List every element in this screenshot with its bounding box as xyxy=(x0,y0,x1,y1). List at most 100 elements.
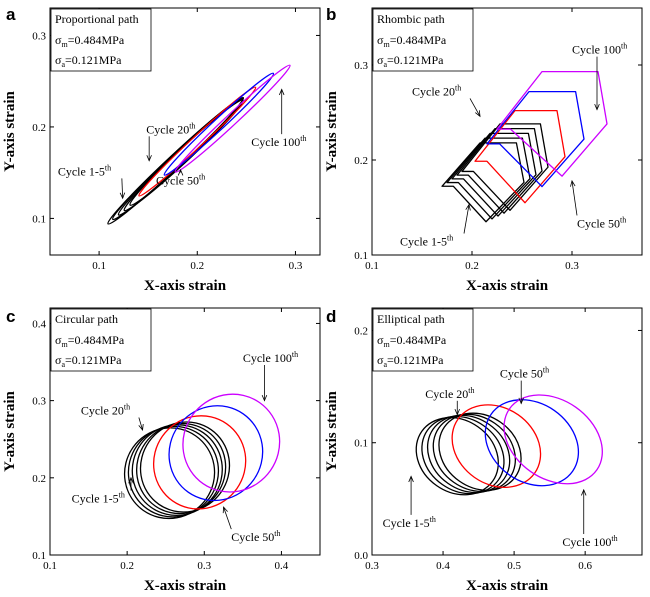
x-tick-label: 0.2 xyxy=(190,260,204,272)
path-name: Circular path xyxy=(55,312,118,326)
series-3-loop-1 xyxy=(168,405,264,502)
annotation-4: Cycle 100th xyxy=(562,534,617,549)
panel-a: a 0.1 0.2 0.3 0.1 0.2 0.3 X-axis strain Y-axis s… xyxy=(2,5,321,294)
plot-area xyxy=(107,64,291,225)
series-2-loop-1 xyxy=(152,415,247,510)
y-tick-label: 0.2 xyxy=(32,122,46,134)
series-1-loop-2 xyxy=(127,425,220,518)
annotation-3: Cycle 50th xyxy=(500,366,549,381)
series-4-loop-1 xyxy=(182,393,281,493)
series-2-loop-1 xyxy=(138,86,257,197)
annotation-arrowhead xyxy=(177,168,184,176)
sigma-m: σm=0.484MPa xyxy=(377,333,447,349)
annotation-4: Cycle 100th xyxy=(243,350,298,365)
y-tick-label: 0.4 xyxy=(32,318,46,330)
annotation-3: Cycle 50th xyxy=(231,529,280,544)
series-2-loop-1 xyxy=(451,404,542,488)
panel-c: c 0.1 0.2 0.3 0.4 0.1 0.2 0.3 0.4 X-axis strain Y-… xyxy=(2,307,321,594)
x-tick-label: 0.1 xyxy=(365,260,379,272)
series-1-loop-1 xyxy=(107,96,245,225)
annotation-1: Cycle 1-5th xyxy=(72,491,125,506)
plot-frame xyxy=(371,7,643,256)
annotation-arrowhead xyxy=(138,423,144,431)
y-tick-label: 0.3 xyxy=(32,30,46,42)
plot-area xyxy=(415,394,603,496)
path-name: Rhombic path xyxy=(377,12,445,26)
annotation-arrowhead xyxy=(454,408,460,416)
path-name: Elliptical path xyxy=(377,312,445,326)
x-axis-label: X-axis strain xyxy=(144,578,227,594)
x-tick-label: 0.1 xyxy=(43,560,57,572)
x-tick-label: 0.2 xyxy=(465,260,479,272)
panel-letter: d xyxy=(326,307,336,326)
annotation-3: Cycle 50th xyxy=(156,173,205,188)
panel-letter: a xyxy=(6,5,16,24)
y-axis-label: Y-axis strain xyxy=(2,390,18,471)
y-tick-label: 0.0 xyxy=(354,550,368,562)
series-1-loop-1 xyxy=(441,142,525,223)
x-tick-label: 0.1 xyxy=(92,260,106,272)
plot-frame xyxy=(371,307,643,556)
annotation-arrowhead xyxy=(146,155,152,162)
x-tick-label: 0.6 xyxy=(578,560,592,572)
annotation-arrowhead xyxy=(594,103,600,111)
sigma-m: σm=0.484MPa xyxy=(55,33,125,49)
y-axis-label: Y-axis strain xyxy=(324,90,340,171)
info-box xyxy=(50,308,152,372)
x-tick-label: 0.4 xyxy=(275,560,289,572)
y-tick-label: 0.1 xyxy=(32,213,46,225)
series-3-loop-1 xyxy=(484,399,580,487)
x-tick-label: 0.5 xyxy=(507,560,521,572)
sigma-a: σa=0.121MPa xyxy=(377,353,444,369)
annotation-1: Cycle 1-5th xyxy=(383,515,436,530)
annotation-3: Cycle 50th xyxy=(577,215,626,230)
y-tick-label: 0.2 xyxy=(354,325,368,337)
annotation-arrow xyxy=(223,507,232,530)
panel-b: b 0.1 0.2 0.3 0.1 0.2 0.3 X-axis strain Y-axis s… xyxy=(324,5,643,294)
series-1-loop-4 xyxy=(135,422,227,515)
series-1-loop-3 xyxy=(131,424,223,517)
series-3-loop-1 xyxy=(163,72,275,176)
annotation-arrowhead xyxy=(279,88,285,96)
series-1-loop-3 xyxy=(117,98,244,216)
plot-frame xyxy=(49,307,321,556)
annotation-arrow xyxy=(121,178,124,199)
info-box xyxy=(372,308,474,372)
plot-area xyxy=(123,393,281,520)
x-tick-label: 0.3 xyxy=(289,260,303,272)
panel-letter: c xyxy=(6,307,15,326)
series-2-loop-1 xyxy=(474,109,566,204)
y-tick-label: 0.1 xyxy=(354,250,368,262)
series-1-loop-1 xyxy=(415,417,499,496)
series-1-loop-2 xyxy=(446,137,531,220)
annotation-arrowhead xyxy=(518,397,524,405)
info-box xyxy=(372,8,474,72)
series-1-loop-5 xyxy=(438,412,522,491)
annotation-4: Cycle 100th xyxy=(572,42,627,57)
annotation-arrowhead xyxy=(128,476,134,484)
x-tick-label: 0.2 xyxy=(120,560,134,572)
series-4-loop-1 xyxy=(503,394,603,485)
x-tick-label: 0.4 xyxy=(436,560,450,572)
y-tick-label: 0.3 xyxy=(354,60,368,72)
annotation-arrow xyxy=(469,98,481,117)
annotation-4: Cycle 100th xyxy=(251,134,306,149)
series-1-loop-2 xyxy=(111,97,244,221)
y-tick-label: 0.2 xyxy=(32,473,46,485)
annotation-2: Cycle 20th xyxy=(146,121,195,136)
annotation-arrowhead xyxy=(570,179,576,187)
x-axis-label: X-axis strain xyxy=(466,578,549,594)
sigma-a: σa=0.121MPa xyxy=(55,353,122,369)
series-1-loop-4 xyxy=(456,128,543,214)
annotation-2: Cycle 20th xyxy=(81,403,130,418)
series-1-loop-5 xyxy=(461,123,549,211)
series-1-loop-5 xyxy=(139,421,231,513)
sigma-a: σa=0.121MPa xyxy=(55,53,122,69)
x-axis-label: X-axis strain xyxy=(144,278,227,294)
annotation-arrow xyxy=(138,417,143,431)
sigma-m: σm=0.484MPa xyxy=(377,33,447,49)
x-tick-label: 0.3 xyxy=(565,260,579,272)
x-tick-label: 0.3 xyxy=(197,560,211,572)
series-1-loop-5 xyxy=(129,99,244,206)
